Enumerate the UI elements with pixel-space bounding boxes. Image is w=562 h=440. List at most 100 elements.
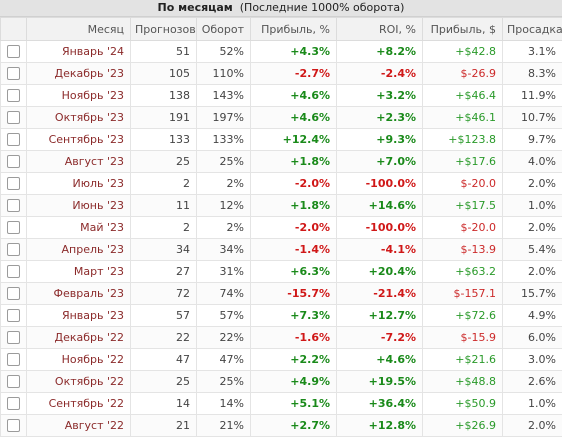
row-select-checkbox[interactable] [7, 309, 20, 323]
row-checkbox[interactable] [0, 84, 27, 107]
row-select-checkbox[interactable] [7, 353, 20, 367]
row-select-checkbox[interactable] [7, 111, 20, 125]
cell-turnover: 143% [196, 84, 251, 107]
cell-turnover: 110% [196, 62, 251, 85]
cell-profit-usd: +$21.6 [422, 348, 503, 371]
row-checkbox[interactable] [0, 216, 27, 239]
row-checkbox[interactable] [0, 326, 27, 349]
cell-turnover: 21% [196, 414, 251, 437]
cell-forecasts: 25 [130, 150, 197, 173]
header-month[interactable]: Месяц [26, 17, 131, 41]
row-select-checkbox[interactable] [7, 67, 20, 81]
table-row: Декабрь '22 22 22% -1.6% -7.2% $-15.9 6.0% [0, 326, 562, 349]
cell-turnover: 25% [196, 370, 251, 393]
row-select-checkbox[interactable] [7, 243, 20, 257]
cell-profit-pct: +7.3% [250, 304, 337, 327]
cell-profit-usd: +$42.8 [422, 40, 503, 63]
row-select-checkbox[interactable] [7, 155, 20, 169]
cell-turnover: 25% [196, 150, 251, 173]
row-checkbox[interactable] [0, 370, 27, 393]
cell-turnover: 22% [196, 326, 251, 349]
cell-forecasts: 25 [130, 370, 197, 393]
cell-drawdown: 4.9% [502, 304, 562, 327]
row-checkbox[interactable] [0, 194, 27, 217]
cell-turnover: 133% [196, 128, 251, 151]
row-select-checkbox[interactable] [7, 177, 20, 191]
cell-profit-usd: +$63.2 [422, 260, 503, 283]
cell-month: Июнь '23 [26, 194, 131, 217]
cell-month: Октябрь '22 [26, 370, 131, 393]
header-turnover[interactable]: Оборот [196, 17, 251, 41]
table-row: Октябрь '22 25 25% +4.9% +19.5% +$48.8 2.6% [0, 370, 562, 393]
cell-profit-pct: +1.8% [250, 194, 337, 217]
cell-roi: -2.4% [336, 62, 423, 85]
cell-drawdown: 5.4% [502, 238, 562, 261]
row-checkbox[interactable] [0, 106, 27, 129]
row-select-checkbox[interactable] [7, 419, 20, 433]
cell-profit-pct: +4.3% [250, 40, 337, 63]
cell-profit-usd: $-13.9 [422, 238, 503, 261]
row-checkbox[interactable] [0, 62, 27, 85]
row-select-checkbox[interactable] [7, 375, 20, 389]
header-profit-usd[interactable]: Прибыль, $ [422, 17, 503, 41]
cell-drawdown: 2.0% [502, 260, 562, 283]
cell-turnover: 2% [196, 172, 251, 195]
row-select-checkbox[interactable] [7, 199, 20, 213]
panel-title-bold: По месяцам [157, 1, 233, 14]
cell-profit-usd: $-20.0 [422, 216, 503, 239]
cell-profit-pct: +4.6% [250, 84, 337, 107]
row-select-checkbox[interactable] [7, 133, 20, 147]
cell-profit-pct: -1.4% [250, 238, 337, 261]
cell-profit-pct: +4.9% [250, 370, 337, 393]
header-drawdown[interactable]: Просадка [502, 17, 562, 41]
table-row: Август '22 21 21% +2.7% +12.8% +$26.9 2.0% [0, 414, 562, 437]
cell-drawdown: 3.0% [502, 348, 562, 371]
row-checkbox[interactable] [0, 238, 27, 261]
cell-month: Август '23 [26, 150, 131, 173]
row-select-checkbox[interactable] [7, 331, 20, 345]
row-select-checkbox[interactable] [7, 45, 20, 59]
row-checkbox[interactable] [0, 304, 27, 327]
table-row: Май '23 2 2% -2.0% -100.0% $-20.0 2.0% [0, 216, 562, 239]
cell-profit-pct: -1.6% [250, 326, 337, 349]
row-checkbox[interactable] [0, 348, 27, 371]
cell-drawdown: 1.0% [502, 392, 562, 415]
header-forecasts[interactable]: Прогнозов [130, 17, 197, 41]
cell-month: Май '23 [26, 216, 131, 239]
table-row: Апрель '23 34 34% -1.4% -4.1% $-13.9 5.4% [0, 238, 562, 261]
cell-drawdown: 4.0% [502, 150, 562, 173]
cell-profit-usd: $-20.0 [422, 172, 503, 195]
row-checkbox[interactable] [0, 172, 27, 195]
cell-profit-pct: +6.3% [250, 260, 337, 283]
row-checkbox[interactable] [0, 414, 27, 437]
cell-profit-usd: $-15.9 [422, 326, 503, 349]
row-select-checkbox[interactable] [7, 221, 20, 235]
cell-forecasts: 2 [130, 216, 197, 239]
cell-profit-usd: $-26.9 [422, 62, 503, 85]
cell-roi: -21.4% [336, 282, 423, 305]
row-checkbox[interactable] [0, 128, 27, 151]
cell-month: Октябрь '23 [26, 106, 131, 129]
table-row: Август '23 25 25% +1.8% +7.0% +$17.6 4.0% [0, 150, 562, 173]
row-select-checkbox[interactable] [7, 287, 20, 301]
header-checkbox [0, 17, 27, 41]
row-checkbox[interactable] [0, 282, 27, 305]
cell-roi: +12.7% [336, 304, 423, 327]
row-select-checkbox[interactable] [7, 265, 20, 279]
row-checkbox[interactable] [0, 150, 27, 173]
cell-month: Сентябрь '22 [26, 392, 131, 415]
row-checkbox[interactable] [0, 260, 27, 283]
header-roi[interactable]: ROI, % [336, 17, 423, 41]
cell-drawdown: 10.7% [502, 106, 562, 129]
row-checkbox[interactable] [0, 392, 27, 415]
row-checkbox[interactable] [0, 40, 27, 63]
header-profit-pct[interactable]: Прибыль, % [250, 17, 337, 41]
table-row: Сентябрь '23 133 133% +12.4% +9.3% +$123.8 9.7… [0, 128, 562, 151]
cell-roi: +8.2% [336, 40, 423, 63]
row-select-checkbox[interactable] [7, 89, 20, 103]
row-select-checkbox[interactable] [7, 397, 20, 411]
cell-roi: -7.2% [336, 326, 423, 349]
cell-profit-pct: +4.6% [250, 106, 337, 129]
cell-month: Ноябрь '23 [26, 84, 131, 107]
cell-drawdown: 8.3% [502, 62, 562, 85]
